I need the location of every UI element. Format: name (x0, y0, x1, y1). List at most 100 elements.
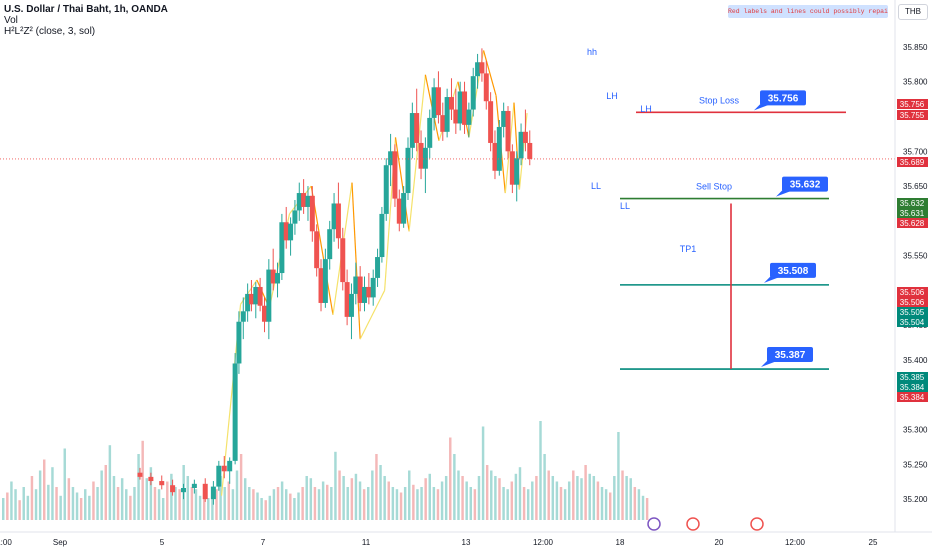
chart-legend: U.S. Dollar / Thai Baht, 1h, OANDA Vol H… (4, 4, 168, 37)
volume-bar (129, 495, 132, 520)
price-tag-label: 35.631 (900, 209, 925, 218)
candle-body (292, 210, 298, 224)
volume-bar (293, 498, 296, 520)
volume-bar (256, 492, 259, 520)
candle-body (318, 268, 324, 303)
volume-bar (502, 487, 505, 520)
candle-body (435, 87, 441, 116)
volume-bar (440, 481, 444, 520)
volume-bar (383, 476, 386, 520)
volume-bar (96, 487, 99, 520)
swing-label: LL (591, 181, 601, 191)
volume-bar (604, 489, 608, 520)
candle-body (353, 276, 359, 294)
volume-bar (547, 470, 550, 520)
candle-body (383, 165, 389, 214)
y-tick-label: 35.300 (903, 426, 928, 435)
candle-body (357, 276, 363, 303)
volume-bar (506, 489, 509, 520)
volume-bar (354, 473, 358, 520)
volume-bar (416, 489, 419, 520)
volume-bar (371, 470, 374, 520)
volume-bar (399, 492, 403, 520)
zigzag-segment (482, 50, 497, 96)
volume-bar (461, 476, 464, 520)
volume-bar (71, 487, 75, 520)
candle-body (453, 109, 459, 124)
candle-body (148, 476, 154, 482)
indicator-legend[interactable]: H²L²Z² (close, 3, sol) (4, 26, 96, 37)
candle-body (483, 73, 489, 102)
us-flag-event-icon (686, 517, 700, 531)
volume-bar (133, 487, 136, 520)
candle-body (340, 238, 346, 283)
volume-bar (617, 432, 620, 520)
price-tag (897, 392, 928, 402)
volume-bar (342, 476, 345, 520)
volume-bar (535, 476, 538, 520)
symbol-title[interactable]: U.S. Dollar / Thai Baht, 1h, OANDA (4, 4, 168, 15)
candle-body (221, 465, 227, 472)
x-tick-label: 12:00 (785, 538, 806, 547)
candle-body (501, 110, 507, 127)
volume-bar (252, 489, 255, 520)
volume-bar (449, 437, 452, 520)
candle-body (422, 147, 428, 169)
price-tag (897, 218, 928, 228)
volume-bar (6, 492, 9, 520)
volume-bar (26, 495, 30, 520)
candle-body (388, 151, 394, 166)
volume-bar (526, 489, 530, 520)
x-tick-label: 12:00 (533, 538, 554, 547)
volume-bar (625, 476, 628, 520)
volume-bar (522, 487, 526, 520)
swing-annotations: hh LH LH LL LL (587, 47, 652, 211)
candle-body (257, 286, 263, 306)
candle-body (236, 321, 242, 364)
currency-label[interactable]: THB (898, 4, 928, 20)
y-tick-label: 35.650 (903, 182, 928, 191)
candle-body (348, 293, 354, 317)
us-flag-event-icon (750, 517, 764, 531)
candle-body (283, 222, 289, 241)
candle-body (137, 472, 143, 477)
x-tick-label: 7 (261, 538, 266, 547)
volume-bar (485, 465, 489, 520)
volume-bar (178, 489, 181, 520)
price-tag (897, 157, 928, 167)
volume-bar (572, 470, 575, 520)
volume-bar (202, 492, 206, 520)
level-callout (782, 176, 828, 192)
candle-body (170, 485, 176, 493)
candle-body (496, 126, 502, 171)
volume-bar (268, 495, 272, 520)
volume-bar (531, 481, 534, 520)
volume-bar (18, 500, 21, 520)
price-tag-label: 35.504 (900, 318, 925, 327)
candlesticks (137, 48, 533, 505)
volume-bar (157, 489, 161, 520)
volume-bar (219, 476, 222, 520)
candle-body (216, 465, 222, 487)
volume-bar (305, 476, 308, 520)
candle-body (261, 305, 267, 322)
candle-body (396, 198, 402, 224)
volume-bar (477, 476, 481, 520)
y-tick-label: 35.250 (903, 460, 928, 469)
volume-legend[interactable]: Vol (4, 15, 18, 26)
candle-body (479, 62, 485, 74)
volume-bar (116, 487, 120, 520)
volume-bar (600, 487, 604, 520)
price-tag-label: 35.628 (900, 219, 925, 228)
volume-bar (408, 470, 411, 520)
volume-bar (465, 481, 468, 520)
candle-body (362, 286, 368, 303)
candle-body (159, 481, 165, 486)
price-tag (897, 297, 928, 307)
volume-bar (510, 481, 514, 520)
callout-pointer (754, 104, 770, 111)
volume-bar (198, 495, 202, 520)
candle-body (248, 293, 254, 305)
y-tick-label: 35.850 (903, 43, 928, 52)
